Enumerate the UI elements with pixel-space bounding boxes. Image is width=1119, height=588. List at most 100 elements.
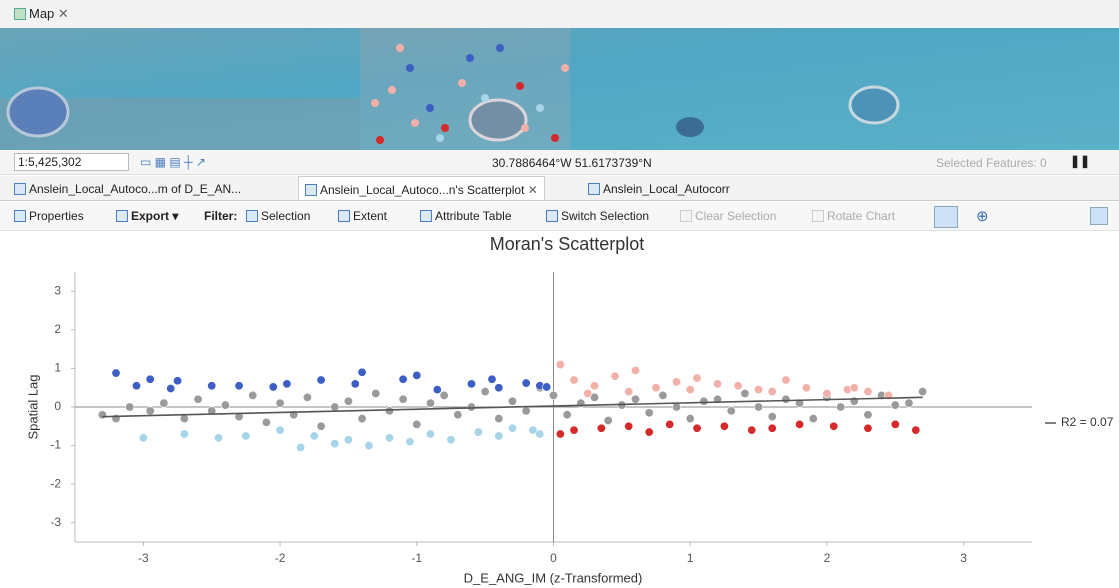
scale-box[interactable]: 1:5,425,302 <box>14 153 129 171</box>
chart-title: Moran's Scatterplot <box>490 234 645 254</box>
scatter-point <box>180 430 188 438</box>
scatter-point <box>112 369 120 377</box>
scatter-point <box>426 430 434 438</box>
x-tick-label: 0 <box>550 551 557 565</box>
scatter-point <box>276 399 284 407</box>
view-tab[interactable]: Anslein_Local_Autoco...m of D_E_AN... <box>14 182 241 196</box>
scatter-point <box>850 384 858 392</box>
scatter-point <box>331 403 339 411</box>
scatter-point <box>522 379 530 387</box>
view-tab-label: Anslein_Local_Autoco...m of D_E_AN... <box>29 182 241 196</box>
map-tab[interactable]: Map ✕ <box>14 6 69 22</box>
button-label: Export <box>131 209 169 223</box>
scatter-point <box>488 375 496 383</box>
selected-features: Selected Features: 0 <box>936 156 1047 170</box>
scatter-point <box>918 387 926 395</box>
scatter-point <box>495 414 503 422</box>
attribute-table-button[interactable]: Attribute Table <box>420 209 512 223</box>
scatter-point <box>563 411 571 419</box>
map-view <box>0 28 1119 150</box>
scatter-point <box>385 434 393 442</box>
properties-button[interactable]: Properties <box>14 209 84 223</box>
scatter-point <box>659 391 667 399</box>
scatter-point <box>891 420 899 428</box>
scatter-point <box>782 395 790 403</box>
scatter-point <box>406 438 414 446</box>
scatter-point <box>365 441 373 449</box>
scatter-point <box>180 414 188 422</box>
view-tab-active[interactable]: Anslein_Local_Autoco...n's Scatterplot ✕ <box>298 176 545 200</box>
scatter-point <box>556 360 564 368</box>
rotate-chart-button[interactable]: Rotate Chart <box>812 209 895 223</box>
x-tick-label: -2 <box>275 551 286 565</box>
extent-filter-button[interactable]: Extent <box>338 209 387 223</box>
scatter-point <box>782 376 790 384</box>
y-tick-label: 2 <box>54 322 61 336</box>
scatter-point <box>720 422 728 430</box>
scatter-point <box>536 430 544 438</box>
scatter-point <box>317 376 325 384</box>
y-tick-label: 1 <box>54 361 61 375</box>
scatter-point <box>249 391 257 399</box>
scatter-point <box>823 389 831 397</box>
view-tab[interactable]: Anslein_Local_Autocorr <box>588 182 730 196</box>
scatter-point <box>672 403 680 411</box>
button-label: Clear Selection <box>695 209 776 223</box>
x-tick-label: -3 <box>138 551 149 565</box>
scatter-point <box>741 389 749 397</box>
scatter-point <box>508 424 516 432</box>
view-tab-label: Anslein_Local_Autoco...n's Scatterplot <box>320 183 524 197</box>
scatter-point <box>481 387 489 395</box>
legend-toggle[interactable] <box>1090 207 1108 225</box>
view-tab-label: Anslein_Local_Autocorr <box>603 182 730 196</box>
y-tick-label: -1 <box>50 438 61 452</box>
scatter-point <box>734 382 742 390</box>
scatter-point <box>495 432 503 440</box>
selection-filter-button[interactable]: Selection <box>246 209 310 223</box>
scatter-point <box>351 380 359 388</box>
scatter-point <box>303 393 311 401</box>
scatter-point <box>693 424 701 432</box>
button-label: Extent <box>353 209 387 223</box>
scatter-point <box>905 399 913 407</box>
x-tick-label: 1 <box>687 551 694 565</box>
scatter-point <box>597 424 605 432</box>
scatter-point <box>542 383 550 391</box>
scatter-point <box>262 418 270 426</box>
status-bar: 1:5,425,302 ▭ ▦ ▤ ┼ ↗ 30.7886464°W 51.61… <box>0 150 1119 175</box>
scatter-point <box>139 434 147 442</box>
button-label: Switch Selection <box>561 209 649 223</box>
clear-selection-button[interactable]: Clear Selection <box>680 209 776 223</box>
scatter-point <box>508 397 516 405</box>
map-tools[interactable]: ▭ ▦ ▤ ┼ ↗ <box>140 155 206 169</box>
scatter-point <box>652 384 660 392</box>
chart-toolbar: Properties Export ▾ Filter: Selection Ex… <box>0 202 1119 231</box>
button-label: Properties <box>29 209 84 223</box>
scatter-point <box>283 380 291 388</box>
zoom-tool[interactable]: ⊕ <box>976 207 989 225</box>
scatter-point <box>686 414 694 422</box>
switch-selection-button[interactable]: Switch Selection <box>546 209 649 223</box>
filter-label: Filter: <box>204 209 237 223</box>
scatter-point <box>433 385 441 393</box>
scatter-point <box>399 375 407 383</box>
scatter-point <box>522 407 530 415</box>
button-label: Rotate Chart <box>827 209 895 223</box>
y-tick-label: -2 <box>50 476 61 490</box>
pause-button[interactable]: ❚❚ <box>1070 154 1090 168</box>
scatter-point <box>235 382 243 390</box>
scatter-point <box>317 422 325 430</box>
select-tool[interactable] <box>934 206 958 228</box>
scatter-point <box>440 391 448 399</box>
crater <box>850 87 898 123</box>
scatter-point <box>795 420 803 428</box>
scatter-point <box>891 401 899 409</box>
scatter-point <box>912 426 920 434</box>
scatter-point <box>344 436 352 444</box>
scatter-point <box>604 416 612 424</box>
scatter-point <box>160 399 168 407</box>
scatter-point <box>296 443 304 451</box>
export-button[interactable]: Export ▾ <box>116 209 178 223</box>
scatter-point <box>310 432 318 440</box>
y-tick-label: -3 <box>50 515 61 529</box>
